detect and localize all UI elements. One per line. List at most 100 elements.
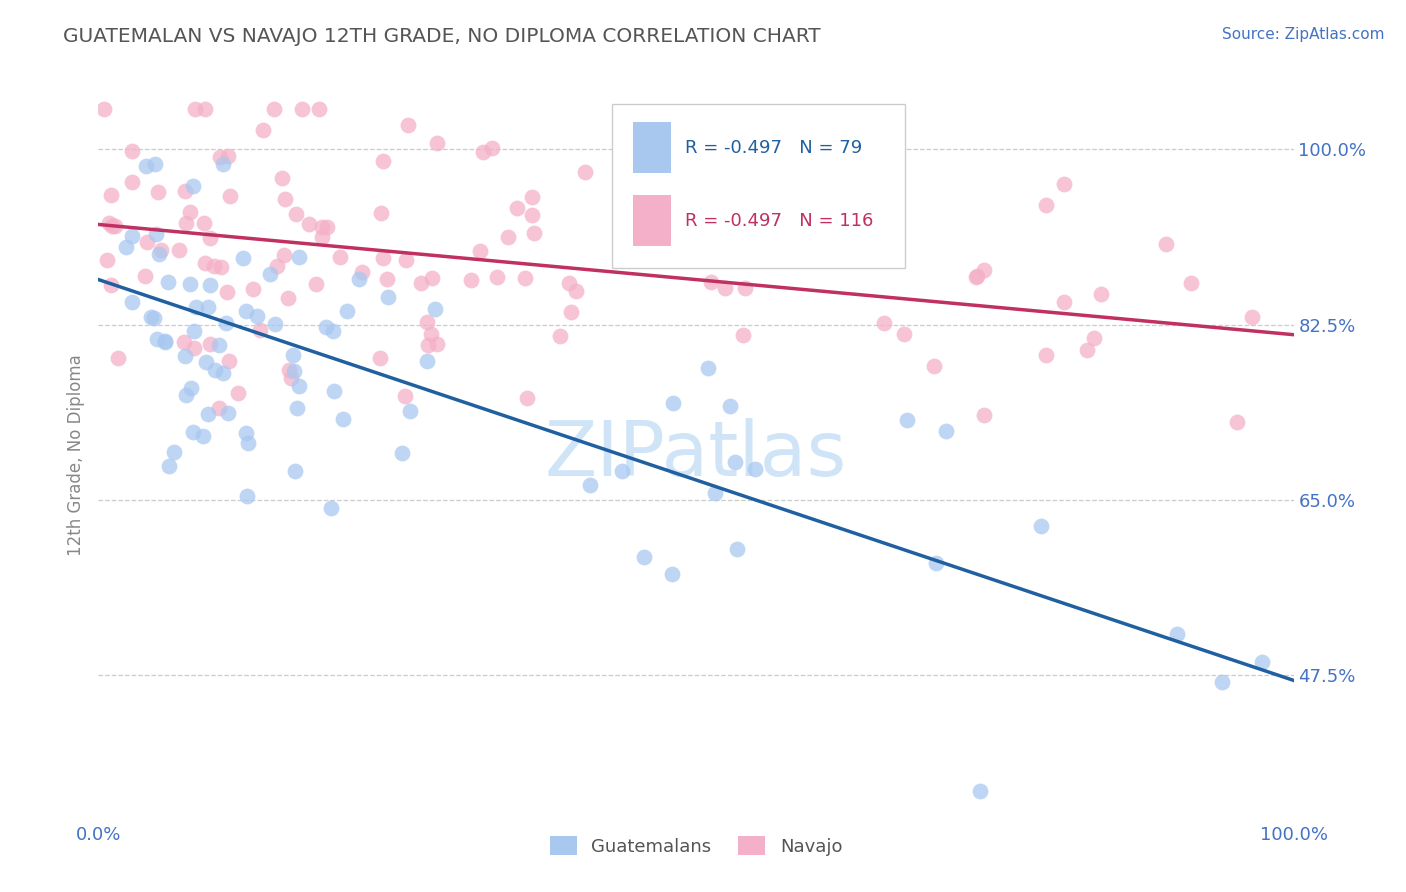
- Point: [215, 285, 238, 299]
- Point: [146, 185, 169, 199]
- Point: [236, 489, 259, 503]
- Point: [284, 465, 307, 479]
- Point: [373, 154, 395, 169]
- Point: [194, 256, 217, 270]
- Point: [101, 219, 124, 233]
- Point: [121, 144, 143, 158]
- Point: [1076, 343, 1098, 357]
- Point: [558, 276, 581, 290]
- Point: [481, 141, 503, 155]
- Point: [235, 425, 257, 440]
- Point: [422, 270, 444, 285]
- Point: [661, 566, 683, 581]
- Point: [965, 270, 987, 285]
- Point: [249, 323, 271, 337]
- Point: [273, 248, 295, 262]
- Point: [415, 354, 437, 368]
- Point: [139, 310, 162, 324]
- Point: [179, 205, 201, 219]
- Point: [232, 251, 254, 265]
- Point: [200, 278, 222, 293]
- Point: [153, 334, 176, 349]
- Point: [336, 303, 359, 318]
- Point: [522, 190, 544, 204]
- FancyBboxPatch shape: [633, 195, 671, 246]
- Point: [194, 102, 217, 116]
- Point: [179, 277, 201, 291]
- Point: [235, 304, 257, 318]
- Point: [163, 445, 186, 459]
- Point: [217, 149, 239, 163]
- Point: [426, 136, 449, 151]
- Point: [115, 239, 138, 253]
- Point: [637, 153, 659, 168]
- Point: [157, 276, 180, 290]
- Point: [264, 318, 287, 332]
- Point: [395, 253, 418, 268]
- Point: [288, 250, 311, 264]
- Point: [157, 459, 180, 474]
- Point: [1154, 236, 1177, 251]
- Point: [183, 103, 205, 117]
- Point: [176, 216, 198, 230]
- Text: R = -0.497   N = 116: R = -0.497 N = 116: [685, 212, 873, 230]
- Point: [725, 541, 748, 556]
- Point: [274, 192, 297, 206]
- Point: [209, 260, 232, 274]
- Point: [200, 336, 222, 351]
- Point: [704, 485, 727, 500]
- Text: ZIPatlas: ZIPatlas: [544, 418, 848, 491]
- Point: [714, 281, 737, 295]
- Point: [560, 305, 582, 319]
- Point: [305, 277, 328, 291]
- Point: [173, 334, 195, 349]
- Point: [415, 315, 437, 329]
- Point: [174, 184, 197, 198]
- Point: [186, 300, 208, 314]
- Point: [217, 406, 239, 420]
- Point: [238, 436, 260, 450]
- Point: [893, 327, 915, 342]
- Point: [121, 228, 143, 243]
- Point: [799, 218, 821, 232]
- Point: [1035, 348, 1057, 362]
- Point: [394, 389, 416, 403]
- Point: [375, 272, 398, 286]
- Point: [651, 219, 673, 234]
- Point: [579, 478, 602, 492]
- Point: [399, 403, 422, 417]
- Point: [311, 220, 333, 235]
- Point: [277, 363, 299, 377]
- Point: [121, 176, 143, 190]
- Point: [202, 259, 225, 273]
- Point: [1251, 655, 1274, 669]
- Point: [145, 157, 167, 171]
- Point: [285, 207, 308, 221]
- Point: [194, 355, 217, 369]
- Point: [349, 272, 371, 286]
- Point: [287, 379, 309, 393]
- Point: [485, 270, 508, 285]
- Point: [183, 324, 205, 338]
- Point: [212, 157, 235, 171]
- FancyBboxPatch shape: [633, 122, 671, 173]
- Text: Source: ZipAtlas.com: Source: ZipAtlas.com: [1222, 27, 1385, 42]
- Point: [496, 230, 519, 244]
- Point: [873, 316, 896, 330]
- Point: [208, 338, 231, 352]
- Point: [181, 425, 204, 439]
- Point: [323, 384, 346, 399]
- Point: [418, 337, 440, 351]
- Point: [700, 275, 723, 289]
- Point: [100, 188, 122, 202]
- Point: [662, 396, 685, 410]
- Text: R = -0.497   N = 79: R = -0.497 N = 79: [685, 139, 862, 157]
- Point: [104, 219, 127, 233]
- Point: [329, 250, 352, 264]
- Point: [612, 464, 634, 478]
- Point: [259, 268, 281, 282]
- Point: [191, 429, 214, 443]
- Point: [198, 231, 221, 245]
- Point: [149, 243, 172, 257]
- Point: [574, 165, 596, 179]
